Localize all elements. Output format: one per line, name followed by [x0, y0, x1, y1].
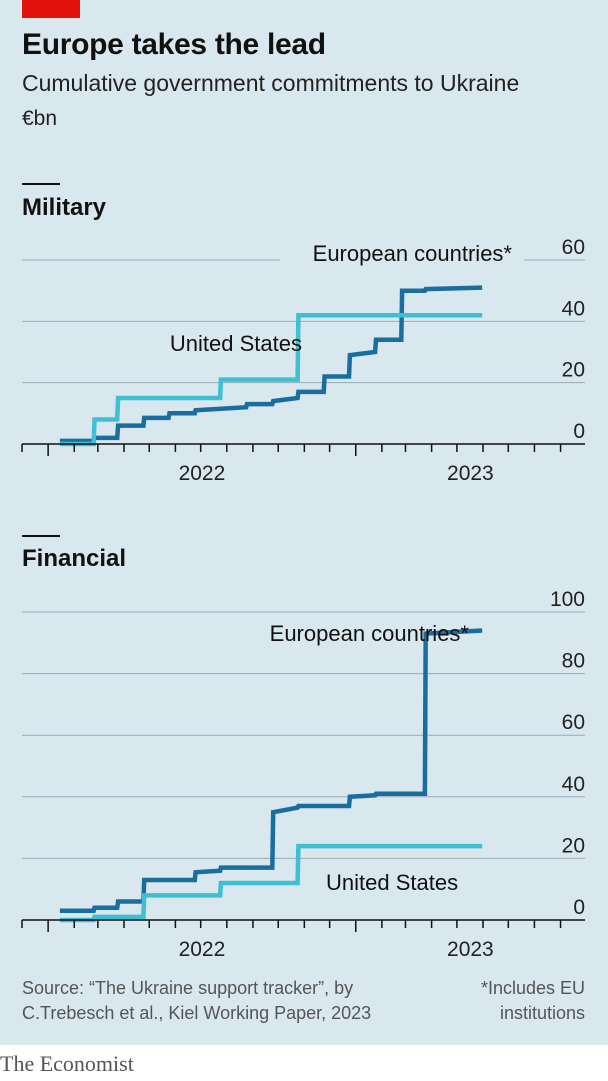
financial-chart: 0 20 40 60 80 100 European countries* United St…	[21, 588, 585, 961]
brand-red-tag	[22, 0, 80, 18]
financial-panel-rule	[22, 535, 60, 537]
military-y-tick-label: 60	[562, 236, 585, 259]
military-y-tick-label: 40	[562, 297, 585, 320]
military-annotation-united-states: United States	[170, 331, 302, 356]
military-series-united-states-line	[59, 312, 483, 447]
military-y-tick-label: 0	[573, 420, 585, 443]
military-series-europe-line	[59, 285, 483, 444]
financial-series-united-states-line	[59, 843, 483, 923]
military-x-tick-label: 2023	[447, 462, 494, 485]
chart-title: Europe takes the lead	[22, 28, 326, 61]
military-panel-rule	[22, 183, 60, 185]
economist-brand: The Economist	[0, 1051, 134, 1076]
financial-y-tick-label: 60	[562, 711, 585, 734]
footnote: *Includes EU institutions	[435, 976, 585, 1026]
financial-x-tick-label: 2023	[447, 938, 494, 961]
chart-card: Europe takes the lead Cumulative governm…	[0, 0, 608, 1045]
military-y-tick-label: 20	[562, 359, 585, 382]
financial-y-tick-label: 0	[573, 896, 585, 919]
source-line-1: Source: “The Ukraine support tracker”, b…	[22, 978, 354, 998]
military-panel-title: Military	[22, 194, 107, 221]
financial-y-tick-label: 100	[550, 588, 585, 611]
unit-label: €bn	[22, 107, 58, 130]
military-annotation-europe: European countries*	[313, 241, 513, 266]
source-note: Source: “The Ukraine support tracker”, b…	[22, 976, 402, 1026]
financial-panel-title: Financial	[22, 545, 127, 572]
financial-x-tick-label: 2022	[179, 938, 226, 961]
source-line-2: C.Trebesch et al., Kiel Working Paper, 2…	[22, 1003, 372, 1023]
military-x-tick-label: 2022	[179, 462, 226, 485]
financial-y-tick-label: 20	[562, 834, 585, 857]
financial-y-tick-label: 40	[562, 773, 585, 796]
chart-subtitle: Cumulative government commitments to Ukr…	[22, 70, 520, 96]
footnote-line-1: *Includes EU	[480, 978, 585, 998]
military-label-backdrop	[280, 237, 524, 269]
footnote-line-2: institutions	[499, 1003, 585, 1023]
financial-annotation-europe: European countries*	[270, 621, 470, 646]
financial-annotation-united-states: United States	[326, 870, 458, 895]
military-chart: 0 20 40 60 European countries* United States 2…	[21, 236, 585, 485]
financial-series-europe-line	[59, 628, 483, 914]
financial-y-tick-label: 80	[562, 650, 585, 673]
